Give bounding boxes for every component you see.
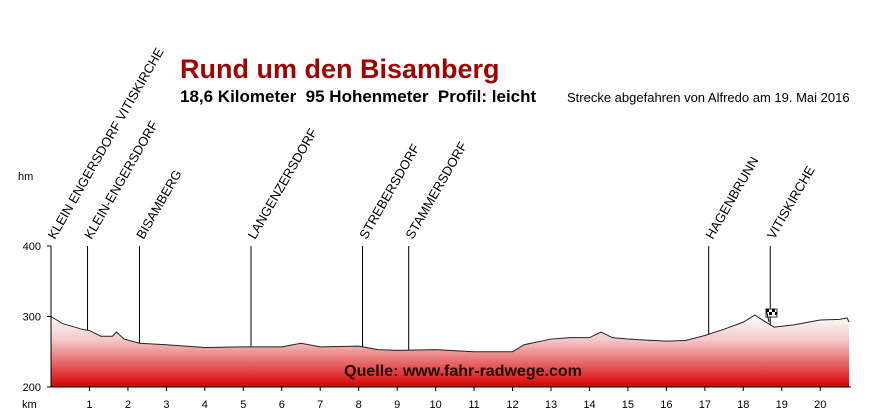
- y-axis-label: hm: [18, 171, 33, 183]
- place-label: VITISKIRCHE: [764, 163, 818, 241]
- x-tick-label: 4: [202, 399, 208, 411]
- x-tick-label: 2: [125, 399, 131, 411]
- x-tick-label: 3: [163, 399, 169, 411]
- x-tick-label: 5: [240, 399, 246, 411]
- y-tick-label: 400: [23, 241, 41, 253]
- x-tick-label: 16: [660, 399, 672, 411]
- x-tick-label: 12: [506, 399, 518, 411]
- x-tick-label: 15: [622, 399, 634, 411]
- x-tick-label: 10: [429, 399, 441, 411]
- x-tick-label: 14: [583, 399, 595, 411]
- x-tick-label: 11: [468, 399, 479, 411]
- x-tick-label: 1: [86, 399, 92, 411]
- place-label: BISAMBERG: [133, 167, 185, 241]
- x-tick-label: 20: [814, 399, 826, 411]
- source: Quelle: www.fahr-radwege.com: [344, 363, 582, 380]
- x-axis-label: km: [22, 399, 37, 411]
- y-tick-label: 300: [23, 312, 41, 324]
- place-label: LANGENZERSDORF: [245, 126, 320, 242]
- area: [51, 315, 850, 387]
- chart-title: Rund um den Bisamberg: [180, 54, 500, 84]
- finish-flag: [765, 308, 778, 323]
- x-tick-label: 19: [776, 399, 788, 411]
- x-tick-label: 8: [356, 399, 362, 411]
- place-label: HAGENBRUNN: [702, 154, 761, 242]
- subtitle: 18,6 Kilometer 95 Hohenmeter Profil: lei…: [180, 87, 537, 106]
- x-tick-label: 9: [394, 399, 400, 411]
- x-tick-label: 6: [279, 399, 285, 411]
- y-tick-label: 200: [23, 382, 41, 394]
- x-tick-label: 17: [699, 399, 711, 411]
- profile-line: [50, 314, 850, 353]
- note: Strecke abgefahren von Alfredo am 19. Ma…: [567, 90, 850, 105]
- x-tick-label: 18: [737, 399, 749, 411]
- x-tick-label: 13: [545, 399, 557, 411]
- x-tick-label: 7: [317, 399, 323, 411]
